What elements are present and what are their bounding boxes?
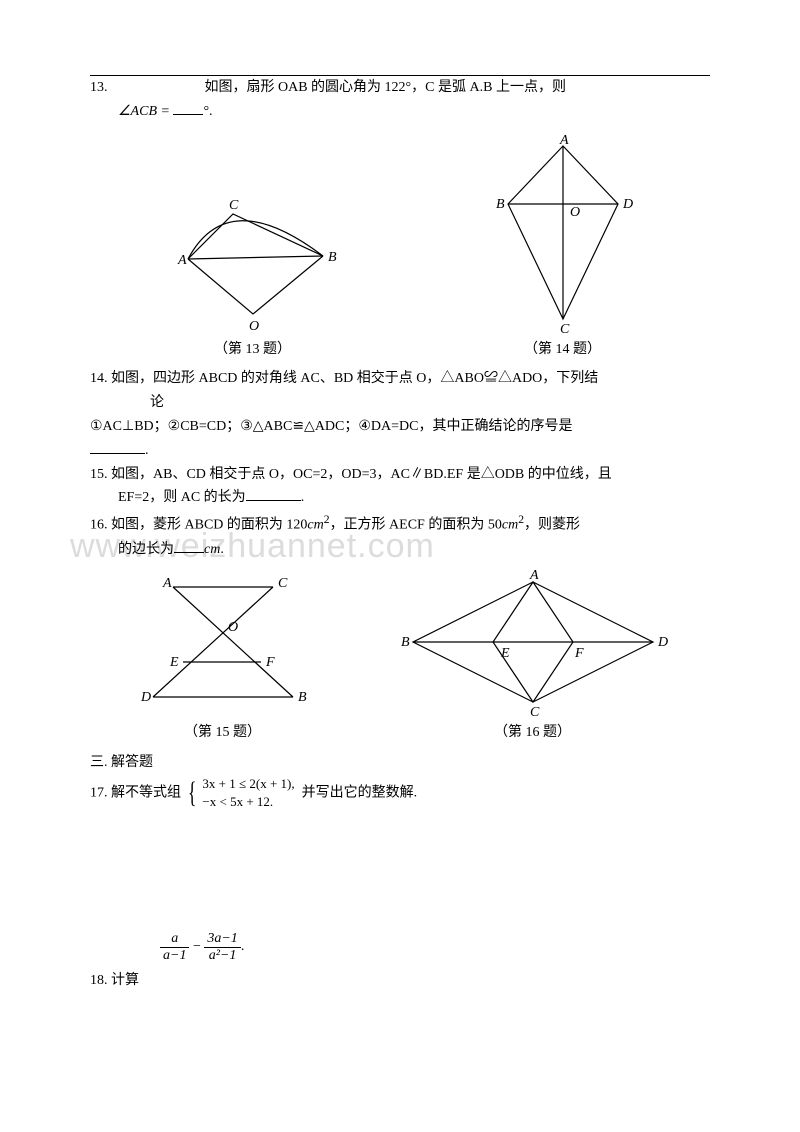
fig14-caption: （第 14 题） [478,338,648,362]
svg-text:D: D [140,690,151,705]
fig16-caption: （第 16 题） [393,721,673,745]
q16-block: www.weizhuannet.com 16. 如图，菱形 ABCD 的面积为 … [90,510,710,561]
fig14: A B C D O （第 14 题） [478,134,648,362]
section-3-title: 三. 解答题 [90,751,710,775]
frac-2: 3a−1 a²−1 [204,931,240,963]
q13-text-a: 如图，扇形 OAB 的圆心角为 122°，C 是弧 A.B 上一点，则 [205,80,566,95]
svg-text:A: A [559,134,569,148]
svg-text:C: C [530,705,540,717]
fig-row-1: A B C O （第 13 题） A B C D O （第 14 题） [90,134,710,362]
svg-text:A: A [529,568,539,583]
frac-1: a a−1 [160,931,189,963]
q15-block: 15. 如图，AB、CD 相交于点 O，OC=2，OD=3，AC∥BD.EF 是… [90,463,710,511]
svg-text:E: E [169,655,179,670]
q13-num: 13. [90,80,108,95]
svg-text:A: A [162,576,172,591]
q14-block: 14. 如图，四边形 ABCD 的对角线 AC、BD 相交于点 O，△ABO≌△… [90,367,710,462]
fig13-caption: （第 13 题） [153,338,353,362]
svg-text:E: E [500,646,510,661]
svg-text:O: O [249,319,259,334]
q16-blank [174,539,204,553]
fig15: A C O E F D B （第 15 题） [128,567,318,745]
svg-text:F: F [574,646,584,661]
fig16-svg: A B C D E F [393,567,673,717]
svg-text:D: D [622,197,633,212]
fig-row-2: A C O E F D B （第 15 题） A B C D [90,567,710,745]
fig16: A B C D E F （第 16 题） [393,567,673,745]
svg-text:C: C [229,198,239,213]
q15-blank [246,487,301,501]
fig13: A B C O （第 13 题） [153,184,353,362]
svg-text:C: C [278,576,288,591]
q14-blank [90,440,145,454]
svg-text:B: B [328,250,337,265]
q18-block: a a−1 − 3a−1 a²−1 . 18. 计算 [90,931,710,993]
q13-blank [173,101,203,115]
fig14-svg: A B C D O [478,134,648,334]
q13-line2: ∠ACB = °. [118,100,710,124]
svg-text:O: O [570,205,580,220]
svg-text:B: B [298,690,307,705]
fig15-caption: （第 15 题） [128,721,318,745]
brace-icon: { [187,778,196,808]
svg-text:B: B [496,197,505,212]
q13-block: 13. 如图，扇形 OAB 的圆心角为 122°，C 是弧 A.B 上一点，则 … [90,76,710,124]
svg-text:A: A [177,253,187,268]
fig15-svg: A C O E F D B [128,567,318,717]
svg-text:F: F [265,655,275,670]
svg-text:B: B [401,635,410,650]
svg-text:D: D [657,635,668,650]
q17-block: 17. 解不等式组 { 3x + 1 ≤ 2(x + 1), −x < 5x +… [90,775,710,811]
fig13-svg: A B C O [153,184,353,334]
svg-text:C: C [560,322,570,334]
svg-text:O: O [228,620,238,635]
